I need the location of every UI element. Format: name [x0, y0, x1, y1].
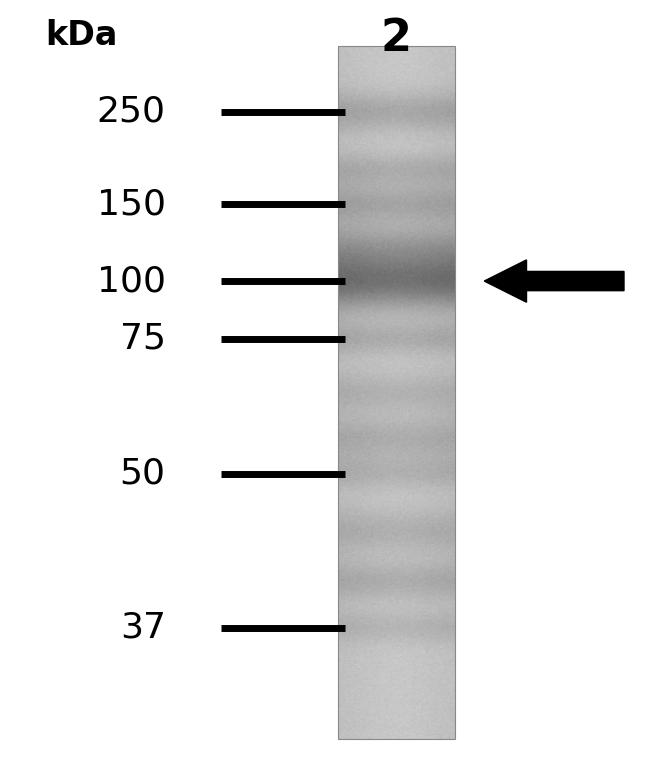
Text: 75: 75 — [120, 322, 166, 356]
Bar — [338, 46, 455, 739]
FancyArrow shape — [484, 260, 624, 302]
Text: 250: 250 — [97, 95, 166, 129]
Text: 150: 150 — [97, 187, 166, 221]
Text: 37: 37 — [120, 611, 166, 644]
Text: kDa: kDa — [46, 19, 118, 52]
Text: 100: 100 — [97, 264, 166, 298]
Text: 50: 50 — [120, 457, 166, 490]
Text: 2: 2 — [381, 17, 412, 60]
